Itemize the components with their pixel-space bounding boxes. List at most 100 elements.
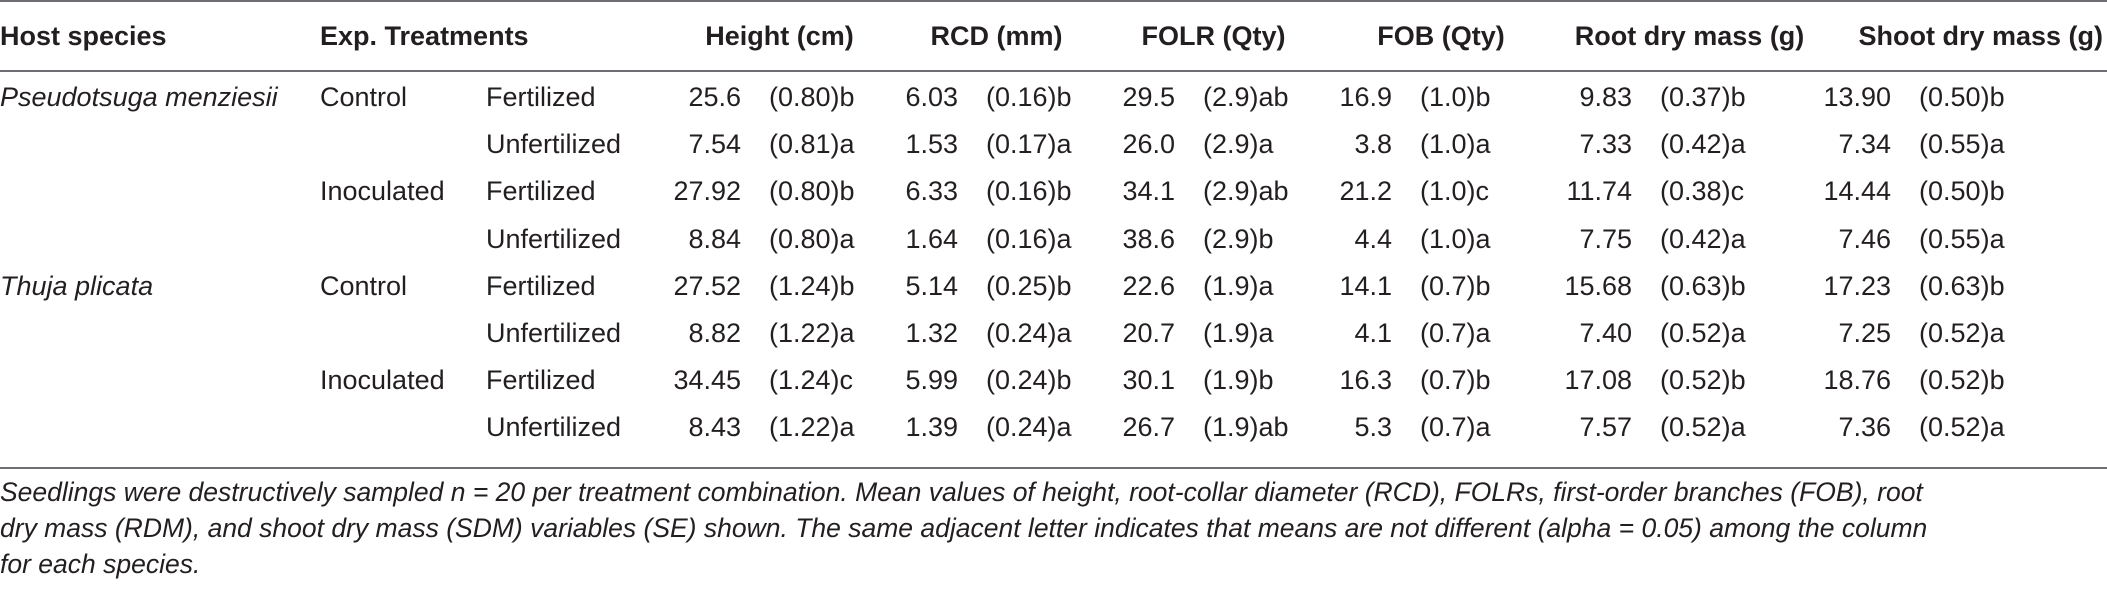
cell-folr: 22.6 bbox=[1122, 270, 1176, 301]
cell-height: 7.54 bbox=[688, 129, 742, 160]
cell-root-dry-mass-se: (0.38)c bbox=[1660, 176, 1745, 207]
cell-fob-se: (1.0)a bbox=[1420, 129, 1491, 160]
cell-folr-se: (2.9)ab bbox=[1203, 176, 1289, 207]
cell-fertilization: Fertilized bbox=[486, 82, 596, 113]
table-row: Inoculated Fertilized 27.92 (0.80)b 6.33 (0.1… bbox=[0, 168, 2107, 215]
table-row: Unfertilized 8.43 (1.22)a 1.39 (0.24)a 26.7 (1… bbox=[0, 404, 2107, 451]
cell-folr-se: (1.9)b bbox=[1203, 365, 1274, 396]
cell-root-dry-mass: 11.74 bbox=[1566, 176, 1633, 207]
cell-treatment: Control bbox=[320, 270, 408, 301]
cell-fertilization: Unfertilized bbox=[486, 129, 622, 160]
cell-shoot-dry-mass-se: (0.52)b bbox=[1919, 365, 2005, 396]
cell-shoot-dry-mass: 14.44 bbox=[1823, 176, 1892, 207]
header-height: Height (cm) bbox=[705, 20, 854, 51]
cell-treatment bbox=[320, 404, 486, 451]
cell-root-dry-mass-se: (0.37)b bbox=[1660, 82, 1746, 113]
cell-species: Pseudotsuga menziesii bbox=[0, 82, 278, 113]
cell-rcd-se: (0.25)b bbox=[986, 270, 1072, 301]
cell-species bbox=[0, 121, 320, 168]
cell-fob: 14.1 bbox=[1339, 270, 1393, 301]
cell-shoot-dry-mass: 7.46 bbox=[1838, 223, 1892, 254]
cell-fob: 5.3 bbox=[1354, 412, 1393, 443]
header-treatments: Exp. Treatments bbox=[320, 20, 529, 51]
cell-fertilization: Fertilized bbox=[486, 365, 596, 396]
cell-treatment bbox=[320, 121, 486, 168]
cell-rcd-se: (0.16)b bbox=[986, 82, 1072, 113]
header-shoot-dry-mass: Shoot dry mass (g) bbox=[1858, 20, 2104, 51]
cell-height-se: (1.22)a bbox=[769, 318, 855, 349]
cell-shoot-dry-mass-se: (0.55)a bbox=[1919, 129, 2005, 160]
cell-height: 8.82 bbox=[688, 318, 742, 349]
cell-species bbox=[0, 357, 320, 404]
cell-height: 25.6 bbox=[688, 82, 742, 113]
cell-rcd-se: (0.24)b bbox=[986, 365, 1072, 396]
cell-fertilization: Unfertilized bbox=[486, 412, 622, 443]
cell-folr: 30.1 bbox=[1122, 365, 1176, 396]
cell-rcd-se: (0.16)a bbox=[986, 223, 1072, 254]
cell-fob: 4.1 bbox=[1354, 318, 1393, 349]
cell-height: 27.52 bbox=[673, 270, 742, 301]
cell-rcd-se: (0.24)a bbox=[986, 318, 1072, 349]
cell-folr-se: (1.9)ab bbox=[1203, 412, 1289, 443]
cell-fob-se: (0.7)a bbox=[1420, 412, 1491, 443]
cell-height-se: (0.80)b bbox=[769, 176, 855, 207]
table-footnote: Seedlings were destructively sampled n =… bbox=[0, 474, 2107, 582]
cell-rcd: 1.39 bbox=[905, 412, 959, 443]
cell-treatment: Inoculated bbox=[320, 176, 445, 207]
header-fob: FOB (Qty) bbox=[1377, 20, 1505, 51]
table-row: Pseudotsuga menziesii Control Fertilized 25… bbox=[0, 70, 2107, 121]
cell-shoot-dry-mass-se: (0.63)b bbox=[1919, 270, 2005, 301]
cell-height: 27.92 bbox=[673, 176, 742, 207]
cell-fob-se: (1.0)a bbox=[1420, 223, 1491, 254]
table-row: Inoculated Fertilized 34.45 (1.24)c 5.99 (0.2… bbox=[0, 357, 2107, 404]
cell-shoot-dry-mass: 13.90 bbox=[1823, 82, 1892, 113]
cell-rcd: 1.64 bbox=[905, 223, 959, 254]
cell-rcd: 5.14 bbox=[905, 270, 959, 301]
cell-root-dry-mass: 9.83 bbox=[1579, 82, 1633, 113]
cell-root-dry-mass: 7.33 bbox=[1579, 129, 1633, 160]
cell-height-se: (0.80)a bbox=[769, 223, 855, 254]
cell-root-dry-mass-se: (0.52)b bbox=[1660, 365, 1746, 396]
cell-fob: 3.8 bbox=[1354, 129, 1393, 160]
cell-fob: 16.9 bbox=[1339, 82, 1393, 113]
table-row: Unfertilized 8.82 (1.22)a 1.32 (0.24)a 20.7 (1… bbox=[0, 310, 2107, 357]
cell-root-dry-mass-se: (0.42)a bbox=[1660, 223, 1746, 254]
table-row: Unfertilized 7.54 (0.81)a 1.53 (0.17)a 26.0 (2… bbox=[0, 121, 2107, 168]
footnote-line: Seedlings were destructively sampled n =… bbox=[0, 477, 1923, 507]
cell-fob-se: (1.0)c bbox=[1420, 176, 1490, 207]
cell-fob: 16.3 bbox=[1339, 365, 1393, 396]
cell-root-dry-mass: 7.75 bbox=[1579, 223, 1633, 254]
cell-rcd-se: (0.16)b bbox=[986, 176, 1072, 207]
header-root-dry-mass: Root dry mass (g) bbox=[1574, 20, 1805, 51]
header-folr: FOLR (Qty) bbox=[1141, 20, 1286, 51]
cell-folr-se: (2.9)ab bbox=[1203, 82, 1289, 113]
cell-treatment: Inoculated bbox=[320, 365, 445, 396]
cell-folr: 26.0 bbox=[1122, 129, 1176, 160]
cell-species bbox=[0, 216, 320, 263]
cell-height-se: (1.22)a bbox=[769, 412, 855, 443]
cell-folr: 26.7 bbox=[1122, 412, 1176, 443]
cell-species bbox=[0, 168, 320, 215]
top-rule bbox=[0, 0, 2107, 2]
header-rule bbox=[0, 70, 2107, 72]
header-rcd: RCD (mm) bbox=[930, 20, 1063, 51]
cell-fertilization: Unfertilized bbox=[486, 223, 622, 254]
cell-height: 8.43 bbox=[688, 412, 742, 443]
cell-fertilization: Fertilized bbox=[486, 176, 596, 207]
cell-height-se: (0.81)a bbox=[769, 129, 855, 160]
footnote-line: dry mass (RDM), and shoot dry mass (SDM)… bbox=[0, 513, 1928, 543]
cell-fob-se: (0.7)b bbox=[1420, 270, 1491, 301]
cell-rcd: 1.53 bbox=[905, 129, 959, 160]
cell-root-dry-mass: 15.68 bbox=[1564, 270, 1633, 301]
cell-shoot-dry-mass-se: (0.50)b bbox=[1919, 82, 2005, 113]
cell-fob-se: (0.7)b bbox=[1420, 365, 1491, 396]
cell-species bbox=[0, 310, 320, 357]
cell-root-dry-mass-se: (0.52)a bbox=[1660, 318, 1746, 349]
cell-shoot-dry-mass-se: (0.52)a bbox=[1919, 318, 2005, 349]
cell-folr-se: (1.9)a bbox=[1203, 318, 1274, 349]
cell-rcd: 6.33 bbox=[905, 176, 959, 207]
cell-folr: 20.7 bbox=[1122, 318, 1176, 349]
cell-shoot-dry-mass-se: (0.55)a bbox=[1919, 223, 2005, 254]
header-host-species: Host species bbox=[0, 20, 167, 51]
